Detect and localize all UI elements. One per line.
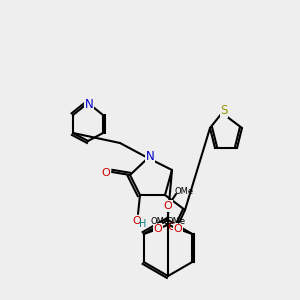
Text: O: O xyxy=(102,168,110,178)
Text: O: O xyxy=(153,224,162,234)
Text: S: S xyxy=(220,104,228,118)
Text: O: O xyxy=(133,216,141,226)
Text: N: N xyxy=(146,151,154,164)
Text: OMe: OMe xyxy=(166,217,185,226)
Text: O: O xyxy=(168,222,176,232)
Text: O: O xyxy=(164,201,172,211)
Text: OMe: OMe xyxy=(174,187,194,196)
Text: O: O xyxy=(174,224,183,234)
Text: OMe: OMe xyxy=(151,217,170,226)
Text: N: N xyxy=(85,98,93,110)
Text: H: H xyxy=(139,219,147,229)
